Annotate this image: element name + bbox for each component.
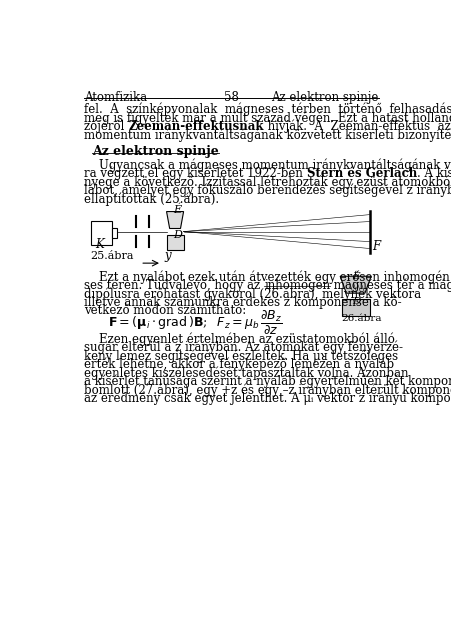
Text: vetkező módon számítható:: vetkező módon számítható:: [84, 304, 246, 317]
Text: $\mathbf{F} = (\mathbf{\mu}_i \cdot \mathrm{grad}\,)\mathbf{B}$;  $\,F_z = \mu_b: $\mathbf{F} = (\mathbf{\mu}_i \cdot \mat…: [107, 309, 281, 337]
Text: mágneses tér a mágneses: mágneses tér a mágneses: [330, 278, 451, 292]
Text: y: y: [164, 250, 170, 262]
Text: D: D: [172, 230, 181, 241]
Text: ra végzett el egy kísérletet 1922-ben: ra végzett el egy kísérletet 1922-ben: [84, 167, 306, 180]
Text: Ugyancsak a mágneses momentum iránykvantáltságának vizsgálatá-: Ugyancsak a mágneses momentum iránykvant…: [84, 159, 451, 172]
Bar: [112, 228, 117, 237]
Text: keny lemez segítségével észlelték. Ha μᴚ tetszőleges: keny lemez segítségével észlelték. Ha μᴚ…: [84, 349, 398, 363]
Text: . A kísérlet lé-: . A kísérlet lé-: [416, 167, 451, 180]
Text: meg is figyelték már a múlt század végén. Ezt a hatást holland felfede-: meg is figyelték már a múlt század végén…: [84, 111, 451, 125]
Text: sugár eltérül a z irányban. Az atomokat egy fényérzé-: sugár eltérül a z irányban. Az atomokat …: [84, 341, 402, 355]
Text: ses téren. Tudvalevő, hogy az: ses téren. Tudvalevő, hogy az: [84, 278, 264, 292]
Text: dipólusra erőhatást gyakorol (26.ábra), melynek vektora: dipólusra erőhatást gyakorol (26.ábra), …: [84, 287, 421, 301]
Text: Atomfizika: Atomfizika: [84, 91, 147, 104]
Text: 25.ábra: 25.ábra: [90, 252, 134, 261]
Text: fel.  A  színképvonalak  mágneses  térben  történő  felhasadását  valóban: fel. A színképvonalak mágneses térben tö…: [84, 103, 451, 116]
Polygon shape: [340, 276, 370, 293]
Text: érték lehetne, akkor a fényképező lemezen a nyaláb: érték lehetne, akkor a fényképező lemeze…: [84, 358, 394, 371]
Text: Zeeman-effektusnak: Zeeman-effektusnak: [128, 120, 263, 133]
Text: Az elektron spinje: Az elektron spinje: [92, 145, 218, 157]
Text: ellaptítottak (25.ábra).: ellaptítottak (25.ábra).: [84, 192, 219, 206]
Text: F: F: [371, 240, 379, 253]
Text: lábot, amelyet egy fókuszáló berendezés segítségével z irányban: lábot, amelyet egy fókuszáló berendezés …: [84, 184, 451, 197]
Text: É: É: [352, 271, 359, 280]
Text: momentum iránykvantáltságának közvetett kísérleti bizonyítéka.: momentum iránykvantáltságának közvetett …: [84, 129, 451, 142]
Text: Ezt a nyalábot ezek után átvezették egy erősen inhomogén mágne-: Ezt a nyalábot ezek után átvezették egy …: [84, 270, 451, 284]
Text: inhomogén: inhomogén: [264, 278, 330, 292]
Bar: [341, 300, 369, 316]
Text: 26.ábra: 26.ábra: [341, 314, 382, 323]
Text: egyenletes kiszélesedését tapasztalták volna. Azonban: egyenletes kiszélesedését tapasztalták v…: [84, 366, 408, 380]
Text: az eredmény csak egyet jelenthet. A μᵢ vektor z irányú komponense nem: az eredmény csak egyet jelenthet. A μᵢ v…: [84, 392, 451, 405]
Text: a kísérlet tanúsága szerint a nyaláb egyértelműen két komponensre: a kísérlet tanúsága szerint a nyaláb egy…: [84, 375, 451, 388]
Text: nyege a következő. Izzítással létrehoztak egy ezüst atomokból álló nya-: nyege a következő. Izzítással létrehozta…: [84, 175, 451, 189]
Text: Stern és Gerlach: Stern és Gerlach: [306, 167, 416, 180]
Polygon shape: [166, 212, 183, 228]
Text: illetve annak számunkra érdekes z komponense a kö-: illetve annak számunkra érdekes z kompon…: [84, 296, 401, 309]
Text: zőjéről: zőjéről: [84, 120, 128, 133]
Text: É: É: [172, 205, 180, 215]
Bar: [166, 235, 183, 250]
Text: hívják.  A  Zeeman-effektus  az  impulzus-: hívják. A Zeeman-effektus az impulzus-: [263, 120, 451, 133]
Text: K: K: [95, 237, 104, 251]
Text: Az elektron spinje: Az elektron spinje: [271, 91, 378, 104]
Bar: [90, 221, 112, 245]
Text: Ezen egyenlet értelmében az ezüstatomokból álló: Ezen egyenlet értelmében az ezüstatomokb…: [84, 332, 395, 346]
Text: D: D: [352, 297, 360, 306]
Text: bomlott (27.ábra), egy +z és egy –z irányban eltérült komponensre. Ez: bomlott (27.ábra), egy +z és egy –z irán…: [84, 383, 451, 397]
Text: 58: 58: [224, 91, 239, 104]
